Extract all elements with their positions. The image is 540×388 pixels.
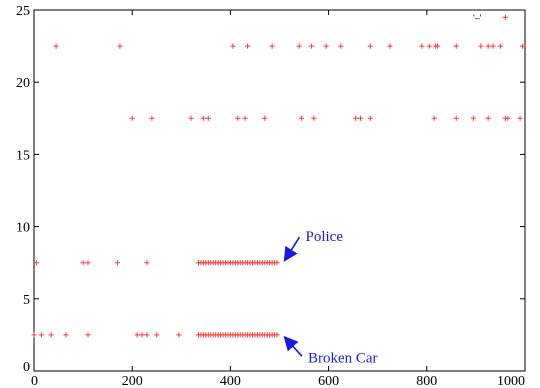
axis-tick-labels: 0 200 400 600 800 1000 0 5 10 15 20 25 — [16, 4, 525, 388]
annotation-label: Broken Car — [308, 350, 378, 366]
x-tick-label: 800 — [416, 374, 437, 388]
data-point — [154, 332, 160, 338]
data-point — [33, 260, 40, 266]
data-point — [357, 115, 364, 121]
data-point — [298, 115, 305, 121]
data-point — [453, 43, 459, 49]
data-point — [269, 43, 275, 49]
data-point — [230, 43, 236, 49]
data-point — [188, 115, 194, 121]
y-tick-label: 5 — [23, 293, 30, 308]
data-point — [38, 332, 44, 338]
x-tick-label: 1000 — [497, 374, 525, 388]
data-point — [367, 43, 373, 49]
annotation-arrow — [283, 335, 303, 357]
data-point — [205, 115, 211, 121]
data-point — [453, 115, 459, 121]
data-point — [85, 332, 91, 338]
data-point — [149, 115, 155, 121]
data-point — [244, 43, 251, 49]
y-tick-label: 0 — [23, 360, 30, 375]
data-point — [144, 260, 150, 266]
data-point — [435, 43, 441, 49]
data-point — [485, 43, 491, 49]
y-tick-label: 20 — [16, 76, 30, 91]
data-point — [31, 332, 37, 338]
data-point — [262, 115, 268, 121]
data-point — [48, 332, 54, 338]
data-point — [129, 115, 135, 121]
y-tick-label: 25 — [16, 4, 30, 19]
data-point — [134, 332, 140, 338]
data-point — [311, 115, 317, 121]
data-point — [338, 43, 344, 49]
annotations: Police Broken Car — [283, 229, 378, 366]
data-point — [490, 43, 496, 49]
data-point — [502, 14, 508, 20]
y-tick-label: 10 — [16, 221, 30, 236]
annotation-label: Police — [306, 229, 344, 245]
data-point — [485, 115, 491, 121]
data-point — [176, 332, 182, 338]
x-tick-label: 400 — [220, 374, 241, 388]
data-point — [242, 115, 248, 121]
data-point — [274, 332, 280, 338]
data-point — [200, 115, 206, 121]
data-point — [519, 43, 526, 49]
data-point — [144, 332, 150, 338]
data-point — [63, 332, 69, 338]
data-point — [470, 115, 477, 121]
data-point — [323, 43, 329, 49]
data-points — [31, 14, 526, 338]
data-point — [497, 43, 504, 49]
data-point — [419, 43, 425, 49]
x-tick-label: 600 — [318, 374, 339, 388]
y-tick-label: 15 — [16, 148, 30, 163]
data-point — [296, 43, 302, 49]
annotation-arrow — [283, 236, 301, 262]
x-tick-label: 0 — [31, 374, 38, 388]
data-point — [80, 260, 86, 266]
data-point — [426, 43, 432, 49]
data-point — [308, 43, 315, 49]
plot-frame — [33, 9, 526, 372]
data-point — [517, 115, 523, 121]
data-point — [117, 43, 123, 49]
data-point — [53, 43, 59, 49]
data-point — [505, 115, 511, 121]
legend-mark: '–' — [473, 13, 482, 23]
data-point — [85, 260, 91, 266]
data-point — [139, 332, 145, 338]
data-point — [114, 260, 121, 266]
data-point — [353, 115, 359, 121]
data-point — [367, 115, 373, 121]
data-point — [274, 260, 280, 266]
data-point — [387, 43, 393, 49]
data-point — [478, 43, 484, 49]
data-point — [235, 115, 241, 121]
x-tick-label: 200 — [122, 374, 143, 388]
axis-ticks — [33, 9, 526, 372]
data-point — [431, 115, 437, 121]
